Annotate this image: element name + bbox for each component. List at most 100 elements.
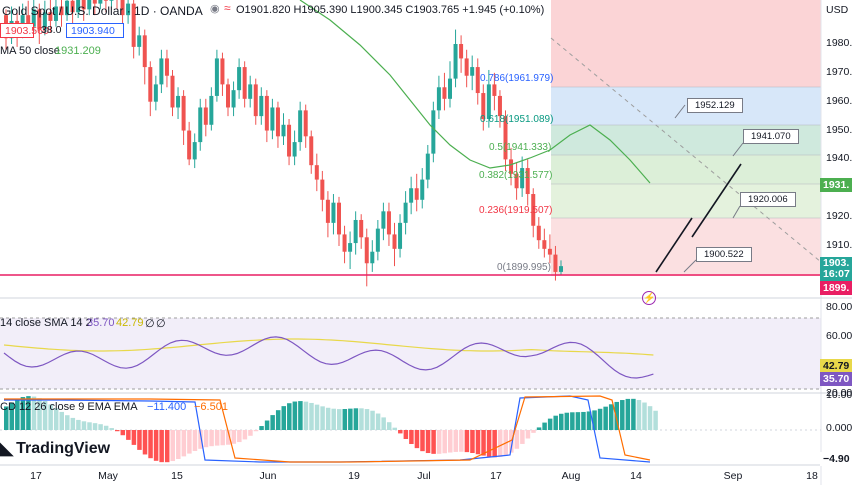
macd-bar	[386, 422, 392, 430]
candle-up	[214, 58, 219, 96]
macd-bar	[281, 406, 286, 430]
macd-bar	[298, 401, 303, 430]
annotation-1941[interactable]: 1941.070	[743, 129, 799, 144]
callout-leader	[674, 104, 686, 119]
candle-up	[31, 9, 36, 27]
candle-down	[81, 0, 86, 10]
macd-bar	[431, 430, 436, 454]
annotation-1952[interactable]: 1952.129	[687, 98, 743, 113]
candle-down	[542, 240, 547, 249]
candle-down	[547, 248, 552, 255]
rsi-tag: 35.70	[820, 372, 852, 386]
price-tick: 1950.00	[826, 123, 852, 136]
rsi-empty-2: ∅	[156, 318, 166, 330]
macd-bar	[15, 399, 20, 430]
macd-bar	[398, 430, 403, 434]
ma-price-tag: 1931.	[820, 178, 852, 192]
price-tick: 1910.00	[826, 238, 852, 251]
fib-trend-line	[550, 37, 822, 263]
macd-bar	[103, 425, 109, 430]
annotation-1900[interactable]: 1900.522	[696, 247, 752, 262]
candle-down	[342, 234, 347, 252]
macd-bar	[592, 410, 597, 430]
fib-level-0618: 0.618(1951.089)	[480, 114, 554, 125]
macd-bar	[287, 403, 292, 430]
sell-button[interactable]: 1903.560	[0, 23, 49, 38]
macd-label[interactable]: CD 12 26 close 9 EMA EMA	[0, 401, 138, 413]
macd-bar	[87, 422, 92, 430]
macd-bar	[614, 401, 619, 430]
macd-bar	[203, 430, 209, 448]
macd-bar	[153, 430, 159, 461]
annotation-1920[interactable]: 1920.006	[740, 192, 796, 207]
date-tick: Sep	[723, 470, 743, 482]
candle-down	[464, 58, 469, 76]
candle-down	[497, 95, 502, 117]
candle-up	[370, 251, 375, 264]
macd-bar	[231, 430, 237, 444]
candle-down	[514, 173, 519, 189]
eye-icon[interactable]: ◉	[210, 3, 220, 15]
candle-down	[509, 159, 514, 174]
date-tick: 18	[806, 470, 818, 482]
macd-bar	[570, 412, 575, 430]
macd-bar	[176, 430, 181, 459]
fib-level-05: 0.5(1941.333)	[489, 142, 552, 153]
lightning-event-icon[interactable]: ⚡	[642, 291, 656, 305]
rsi-tick-60: 60.00	[826, 330, 852, 342]
price-tick: 1940.00	[826, 152, 852, 165]
macd-bar	[148, 430, 153, 459]
candle-down	[359, 219, 364, 238]
macd-bar	[486, 430, 492, 457]
macd-bar	[170, 430, 175, 462]
candle-up	[126, 3, 131, 16]
macd-bar	[342, 408, 348, 430]
macd-bar	[453, 430, 459, 452]
candle-down	[525, 168, 530, 195]
candle-up	[53, 6, 58, 21]
rsi-line	[3, 336, 654, 379]
macd-bar	[126, 430, 131, 440]
candle-down	[303, 110, 308, 137]
macd-bar	[237, 430, 242, 443]
macd-bar	[264, 420, 270, 430]
buy-button[interactable]: 1903.940	[66, 23, 124, 38]
candle-up	[98, 0, 103, 4]
date-tick: 19	[348, 470, 360, 482]
macd-bar	[309, 402, 314, 430]
macd-bar	[536, 427, 542, 430]
macd-bar	[381, 417, 386, 430]
candle-down	[287, 124, 292, 157]
macd-bar	[248, 430, 253, 436]
macd-bar	[425, 430, 431, 454]
candle-down	[364, 237, 369, 264]
candle-down	[553, 254, 558, 272]
macd-signal-line	[4, 395, 651, 463]
macd-bar	[65, 415, 70, 430]
macd-bar	[76, 419, 81, 430]
callout-leader	[683, 259, 697, 273]
candle-up	[409, 188, 414, 203]
tradingview-logo[interactable]: ◣ TradingView	[0, 439, 110, 459]
candle-down	[220, 58, 225, 85]
current-price-tag: 1903. 16:07	[820, 257, 852, 281]
candle-down	[164, 58, 169, 76]
rsi-label[interactable]: 14 close SMA 14 2	[0, 317, 92, 329]
macd-bar	[353, 408, 359, 430]
currency-badge[interactable]: USD	[826, 4, 849, 16]
rsi-value: 35.70	[87, 317, 115, 329]
symbol-title[interactable]: Gold Spot / U.S. Dollar · 1D · OANDA	[2, 4, 203, 18]
wave-icon[interactable]: ≈	[224, 1, 231, 15]
macd-signal-value: −6.501	[194, 401, 228, 413]
macd-bar	[181, 430, 187, 457]
candle-down	[120, 0, 125, 16]
candle-down	[131, 3, 136, 47]
candle-down	[103, 0, 108, 1]
candle-down	[142, 35, 147, 68]
macd-bar	[242, 430, 248, 440]
rsi-sma-line	[3, 338, 654, 356]
candle-up	[348, 243, 353, 252]
candle-up	[559, 266, 563, 272]
ma-indicator-label[interactable]: MA 50 close	[0, 45, 60, 57]
